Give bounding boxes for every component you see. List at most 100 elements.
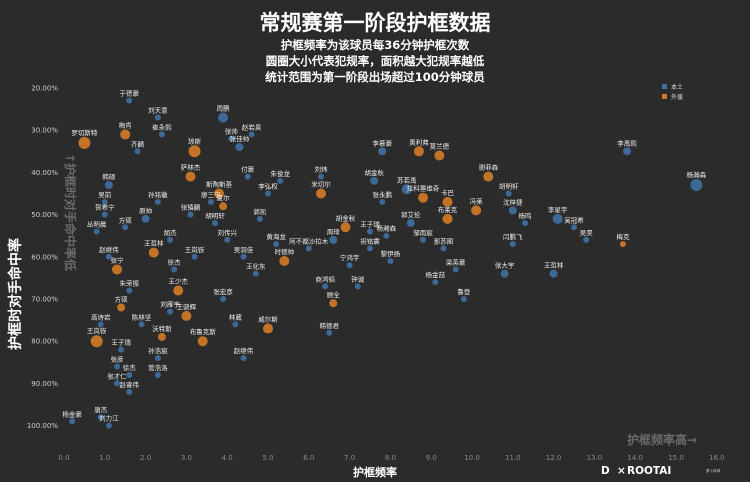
data-point <box>522 220 529 227</box>
point-label: 威尔斯 <box>258 315 278 324</box>
point-label: 王子瑞 <box>111 338 131 347</box>
legend-label-local: 本土 <box>671 83 683 91</box>
point-label: 周鹏 <box>217 104 231 113</box>
point-label: 王骁辉 <box>177 302 197 311</box>
data-point <box>240 253 247 260</box>
data-point <box>101 198 108 205</box>
subtitle-line-2: 圆圈大小代表犯规率，面积越大犯规率越低 <box>266 54 485 68</box>
x-tick-label: 12.0 <box>546 454 562 462</box>
point-label: 王少杰 <box>168 277 188 286</box>
data-point <box>690 179 703 192</box>
point-label: 顾全 <box>327 290 341 299</box>
data-point <box>112 264 123 275</box>
data-point <box>379 198 386 205</box>
data-point <box>197 336 208 347</box>
data-point <box>583 236 590 243</box>
data-point <box>401 184 412 195</box>
point-label: 斯陶斯基 <box>206 180 233 189</box>
point-label: 杨金豪 <box>62 409 82 418</box>
x-tick-label: 10.0 <box>464 454 480 462</box>
x-tick-label: 6.0 <box>303 454 314 462</box>
point-label: 杨瀚森 <box>377 224 397 233</box>
data-point <box>218 112 229 123</box>
data-point <box>418 192 429 203</box>
data-point <box>346 262 353 269</box>
point-label: 徐杰 <box>168 257 182 266</box>
point-label: 萨林杰 <box>181 163 201 172</box>
data-point <box>141 214 150 223</box>
x-tick-label: 8.0 <box>385 454 396 462</box>
point-label: 夏尔 <box>217 193 231 202</box>
point-label: 黄海龙 <box>266 232 286 241</box>
data-point <box>483 171 494 182</box>
point-label: 杨鸣 <box>519 211 533 220</box>
data-point <box>256 215 263 222</box>
point-label: 梅肯 <box>119 120 133 129</box>
point-label: 齐麟 <box>131 139 145 148</box>
point-label: 张大宇 <box>495 261 515 270</box>
data-point <box>188 145 201 158</box>
point-label: 李弘权 <box>258 182 278 191</box>
data-point <box>378 147 387 156</box>
point-label: 周琦 <box>327 228 341 236</box>
data-point <box>126 287 133 294</box>
data-point <box>500 269 509 278</box>
data-point <box>211 220 218 227</box>
point-label: 张宁 <box>111 255 125 264</box>
point-label: 王哲林 <box>544 261 564 270</box>
point-label: 李禹熙 <box>617 138 637 147</box>
point-label: 布鲁克斯 <box>190 327 217 336</box>
point-label: 胡明轩 <box>205 211 225 220</box>
data-point <box>387 258 394 265</box>
data-point <box>305 245 312 252</box>
data-point <box>273 241 280 248</box>
x-tick-label: 16.0 <box>709 454 725 462</box>
point-label: 闫鹏飞 <box>503 232 523 241</box>
point-label: 刘力江 <box>99 414 119 423</box>
y-tick-label: 60.00% <box>31 253 58 261</box>
point-label: 张帅 <box>225 127 238 136</box>
x-tick-label: 14.0 <box>627 454 643 462</box>
point-label: 谢菲森 <box>479 163 499 172</box>
point-label: 孙浩宸 <box>148 346 168 355</box>
point-label: 韩德君 <box>319 321 339 330</box>
point-label: 莫兰德 <box>430 142 450 151</box>
point-label: 商鸿韬 <box>315 274 335 283</box>
point-label: 王子瑞 <box>360 219 380 228</box>
point-label: 杨金喆 <box>426 270 446 279</box>
point-label: 唐杰 <box>94 405 108 414</box>
point-label: 管浩洛 <box>148 363 168 372</box>
point-label: 刘天意 <box>148 106 168 115</box>
x-tick-label: 11.0 <box>505 454 521 462</box>
x-tick-label: 1.0 <box>99 454 110 462</box>
data-point <box>432 279 439 286</box>
data-point <box>154 355 161 362</box>
data-point <box>329 299 338 308</box>
point-label: 吴羽佳 <box>234 245 254 254</box>
point-label: 钟诚 <box>351 274 365 283</box>
point-label: 廖三宁 <box>201 190 221 199</box>
legend-label-foreign: 外援 <box>671 93 683 101</box>
point-label: 赵岩昊 <box>242 122 262 131</box>
point-label: 赵继伟 <box>99 245 119 254</box>
data-point <box>105 422 112 429</box>
y-axis-ticks: 20.00% 30.00% 40.00% 50.00% 60.00% 70.00% 80.0… <box>27 85 58 431</box>
data-point <box>93 228 100 235</box>
point-label: 李慕豪 <box>372 138 392 147</box>
data-point <box>322 283 329 290</box>
data-point <box>413 146 424 157</box>
point-label: 赵睿伟 <box>120 380 140 389</box>
point-label: 沃特斯 <box>152 324 172 333</box>
point-label: 鲁登 <box>457 287 471 296</box>
data-point <box>154 198 161 205</box>
point-label: 胡金秋 <box>336 213 356 222</box>
data-point <box>316 188 327 199</box>
data-point <box>148 247 159 258</box>
brand-right-sub: 萝卜体育 <box>706 468 721 473</box>
point-label: 于德豪 <box>120 89 140 98</box>
data-point <box>228 135 235 142</box>
point-label: 方硕 <box>115 294 129 303</box>
point-label: 王哲林 <box>144 239 164 248</box>
data-point <box>329 235 338 244</box>
point-label: 林葳 <box>229 312 243 321</box>
